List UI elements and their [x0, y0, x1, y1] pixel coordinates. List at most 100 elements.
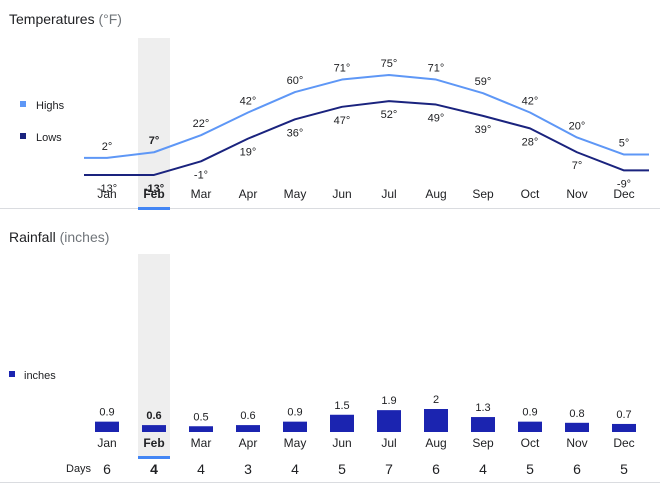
- rain-days-value: 7: [385, 461, 393, 477]
- rainfall-value-label: 0.5: [193, 411, 208, 423]
- rain-days-value: 4: [291, 461, 299, 477]
- highs-value-label: 22°: [193, 118, 210, 130]
- rainfall-value-label: 0.6: [146, 410, 161, 422]
- rainfall-bar[interactable]: [189, 426, 213, 432]
- selected-month-underline-rainfall: [138, 456, 170, 459]
- month-label-temperatures[interactable]: Apr: [239, 187, 258, 201]
- lows-value-label: 52°: [381, 109, 398, 121]
- lows-value-label: -13°: [144, 183, 164, 195]
- month-label-rainfall[interactable]: Jun: [332, 436, 351, 450]
- month-label-rainfall[interactable]: Apr: [239, 436, 258, 450]
- lows-value-label: 7°: [572, 160, 583, 172]
- month-label-temperatures[interactable]: May: [284, 187, 307, 201]
- month-label-rainfall[interactable]: Feb: [143, 436, 164, 450]
- rainfall-value-label: 0.7: [616, 409, 631, 421]
- rain-days-value: 4: [150, 461, 158, 477]
- month-label-rainfall[interactable]: Jul: [381, 436, 396, 450]
- highs-value-label: 60°: [287, 75, 304, 87]
- rainfall-value-label: 1.9: [381, 395, 396, 407]
- month-label-rainfall[interactable]: May: [284, 436, 307, 450]
- temperatures-unit: (°F): [98, 11, 122, 27]
- highs-value-label: 7°: [149, 135, 160, 147]
- rainfall-value-label: 0.9: [522, 407, 537, 419]
- rainfall-value-label: 0.6: [240, 410, 255, 422]
- rain-days-value: 6: [103, 461, 111, 477]
- month-label-rainfall[interactable]: Mar: [191, 436, 212, 450]
- month-label-rainfall[interactable]: Jan: [97, 436, 116, 450]
- month-label-temperatures[interactable]: Dec: [613, 187, 634, 201]
- month-label-temperatures[interactable]: Nov: [566, 187, 587, 201]
- highs-line: [84, 74, 649, 159]
- rainfall-bar[interactable]: [95, 421, 119, 432]
- rainfall-bar[interactable]: [142, 425, 166, 432]
- lows-value-label: -9°: [617, 178, 631, 190]
- highs-value-label: 20°: [569, 120, 586, 132]
- rainfall-bar[interactable]: [471, 417, 495, 432]
- lows-value-label: 47°: [334, 115, 351, 127]
- lows-line: [84, 100, 649, 176]
- lows-value-label: 19°: [240, 147, 257, 159]
- rain-days-value: 6: [432, 461, 440, 477]
- lows-value-label: -13°: [97, 183, 117, 195]
- legend-swatch-highs: [20, 101, 26, 107]
- rainfall-bar[interactable]: [565, 422, 589, 432]
- days-label: Days: [66, 463, 92, 475]
- rainfall-title: Rainfall (inches): [9, 229, 109, 245]
- legend-swatch-lows: [20, 133, 26, 139]
- rain-days-value: 5: [338, 461, 346, 477]
- lows-value-label: 36°: [287, 127, 304, 139]
- month-label-rainfall[interactable]: Oct: [521, 436, 540, 450]
- rain-days-value: 6: [573, 461, 581, 477]
- month-label-temperatures[interactable]: Jul: [381, 187, 396, 201]
- highs-value-label: 42°: [240, 95, 257, 107]
- temperatures-title: Temperatures (°F): [9, 11, 122, 27]
- lows-value-label: 39°: [475, 124, 492, 136]
- month-label-temperatures[interactable]: Jun: [332, 187, 351, 201]
- month-label-temperatures[interactable]: Jan: [97, 187, 116, 201]
- legend-label-highs: Highs: [36, 100, 65, 112]
- lows-value-label: -1°: [194, 169, 208, 181]
- rainfall-value-label: 0.8: [569, 408, 584, 420]
- month-label-temperatures[interactable]: Mar: [191, 187, 212, 201]
- highs-value-label: 5°: [619, 138, 630, 150]
- rainfall-value-label: 1.5: [334, 400, 349, 412]
- selected-month-underline-temperatures: [138, 207, 170, 210]
- highs-value-label: 71°: [428, 63, 445, 75]
- lows-value-label: 49°: [428, 113, 445, 125]
- month-label-temperatures[interactable]: Sep: [472, 187, 494, 201]
- temperatures-title-text: Temperatures: [9, 11, 95, 27]
- highs-value-label: 59°: [475, 76, 492, 88]
- month-label-temperatures[interactable]: Aug: [425, 187, 446, 201]
- selected-month-band-rainfall: [138, 254, 170, 458]
- rainfall-bar[interactable]: [424, 409, 448, 432]
- rain-days-value: 4: [479, 461, 487, 477]
- rainfall-value-label: 2: [433, 394, 439, 406]
- rainfall-value-label: 0.9: [287, 407, 302, 419]
- legend-label-lows: Lows: [36, 132, 62, 144]
- highs-value-label: 2°: [102, 141, 113, 153]
- legend-swatch-inches: [9, 371, 15, 377]
- bottom-divider: [0, 482, 660, 483]
- rainfall-value-label: 1.3: [475, 402, 490, 414]
- month-label-temperatures[interactable]: Feb: [143, 187, 164, 201]
- highs-value-label: 42°: [522, 95, 539, 107]
- month-label-temperatures[interactable]: Oct: [521, 187, 540, 201]
- month-label-rainfall[interactable]: Aug: [425, 436, 446, 450]
- rainfall-bar[interactable]: [612, 423, 636, 432]
- highs-value-label: 75°: [381, 58, 398, 70]
- rainfall-bar[interactable]: [283, 421, 307, 432]
- legend-label-inches: inches: [24, 370, 56, 382]
- rainfall-bar[interactable]: [377, 410, 401, 432]
- rainfall-bar[interactable]: [236, 425, 260, 432]
- rainfall-bar[interactable]: [330, 414, 354, 432]
- rainfall-title-text: Rainfall: [9, 229, 56, 245]
- rain-days-value: 5: [620, 461, 628, 477]
- selected-month-band-temperatures: [138, 38, 170, 210]
- month-label-rainfall[interactable]: Nov: [566, 436, 587, 450]
- highs-value-label: 71°: [334, 63, 351, 75]
- month-label-rainfall[interactable]: Sep: [472, 436, 494, 450]
- rainfall-bar[interactable]: [518, 421, 542, 432]
- rainfall-unit: (inches): [59, 229, 110, 245]
- month-label-rainfall[interactable]: Dec: [613, 436, 634, 450]
